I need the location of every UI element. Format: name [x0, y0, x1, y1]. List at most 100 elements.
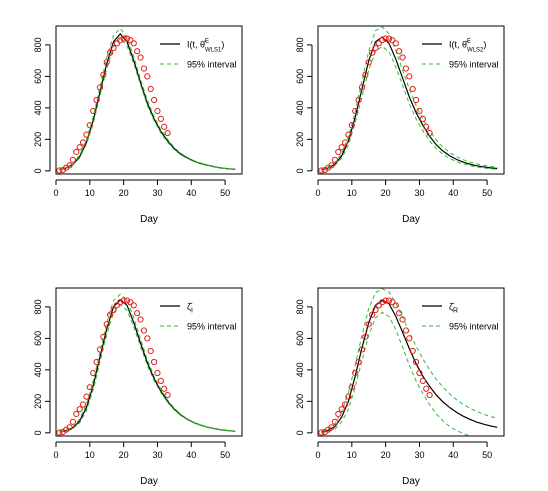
observed-point	[423, 123, 430, 130]
panel-bottom-right: 0 10 20 30 40 50 Day 0 200 400 600 800 ζ̂R 95% interv…	[295, 287, 505, 487]
observed-point	[355, 96, 362, 104]
observed-point	[100, 333, 107, 340]
observed-point	[123, 297, 131, 304]
observed-point	[134, 48, 141, 55]
observed-point	[406, 73, 413, 80]
observed-point	[385, 35, 393, 42]
observed-point	[318, 429, 325, 436]
observed-point	[90, 369, 97, 377]
y-tick-label: 800	[295, 37, 305, 52]
y-tick-label: 600	[295, 331, 305, 346]
observed-point	[161, 385, 168, 392]
observed-point	[66, 424, 73, 431]
observed-point	[96, 84, 104, 91]
observed-point	[328, 162, 335, 169]
observed-point	[352, 107, 359, 115]
plot-area	[318, 26, 498, 174]
observed-point	[338, 144, 345, 151]
observed-point	[372, 306, 379, 314]
observed-point	[137, 316, 144, 323]
observed-point	[96, 346, 104, 353]
observed-point	[358, 346, 366, 353]
observed-point	[392, 302, 399, 309]
observed-point	[379, 299, 386, 306]
observed-point	[103, 59, 110, 66]
observed-point	[66, 162, 73, 169]
observed-point	[113, 302, 120, 309]
y-tick-label: 0	[33, 430, 43, 435]
observed-point	[396, 310, 403, 317]
observed-point	[338, 406, 345, 413]
x-tick-label: 30	[414, 450, 424, 460]
observed-point	[399, 54, 406, 61]
observed-point	[79, 139, 87, 146]
observed-point	[130, 40, 137, 47]
observed-point	[412, 96, 420, 104]
observed-point	[164, 129, 171, 137]
panel-bottom-left: 0 10 20 30 40 50 Day 0 200 400 600 800 ζ̂I 95% interv…	[33, 287, 243, 487]
observed-point	[382, 297, 389, 304]
x-tick-label: 40	[186, 188, 196, 198]
observed-point	[328, 424, 335, 431]
observed-point	[103, 321, 110, 328]
observed-point	[127, 299, 134, 306]
interval-curve	[321, 311, 472, 436]
observed-point	[144, 73, 151, 80]
observed-point	[83, 393, 90, 400]
observed-point	[69, 156, 77, 163]
observed-point	[331, 156, 339, 163]
x-tick-label: 20	[381, 450, 391, 460]
panel-top-right: 0 10 20 30 40 50 Day 0 200 400 600 800 I(t, θ̂E WLS2)…	[295, 25, 505, 225]
observed-point	[117, 37, 124, 44]
x-tick-label: 40	[186, 450, 196, 460]
observed-point	[73, 148, 80, 156]
x-tick-label: 30	[152, 188, 162, 198]
x-tick-label: 50	[482, 450, 492, 460]
y-tick-label: 200	[295, 394, 305, 409]
observed-point	[369, 311, 376, 318]
y-tick-label: 200	[295, 132, 305, 147]
observed-point	[335, 410, 342, 418]
observed-point	[137, 54, 144, 61]
observed-point	[412, 358, 420, 366]
x-tick-label: 20	[119, 450, 129, 460]
x-tick-label: 0	[53, 450, 58, 460]
x-tick-label: 30	[414, 188, 424, 198]
fitted-curve	[321, 299, 498, 433]
interval-curve	[59, 37, 236, 171]
plot-area	[56, 27, 236, 174]
observed-point	[409, 85, 416, 93]
y-tick-label: 800	[33, 37, 43, 52]
observed-point	[409, 347, 416, 355]
fitted-curve	[59, 32, 236, 171]
y-tick-label: 200	[33, 132, 43, 147]
observed-point	[426, 129, 433, 137]
observed-point	[69, 418, 77, 425]
observed-point	[345, 131, 352, 138]
observed-point	[369, 49, 376, 56]
observed-point	[154, 107, 161, 115]
observed-point	[358, 84, 366, 91]
observed-point	[352, 369, 359, 377]
observed-point	[375, 40, 382, 47]
y-tick-label: 400	[33, 362, 43, 377]
legend-band-label: 95% interval	[449, 322, 499, 332]
legend-fit-label: ζ̂I	[187, 302, 193, 315]
observed-point	[365, 321, 372, 328]
observed-point	[147, 347, 154, 355]
observed-point	[76, 406, 83, 413]
observed-point	[86, 122, 93, 129]
observed-point	[79, 401, 87, 408]
observed-point	[365, 59, 372, 66]
observed-point	[164, 391, 171, 399]
plot-frame	[55, 25, 243, 175]
y-tick-label: 400	[295, 100, 305, 115]
observed-point	[147, 85, 154, 93]
observed-point	[345, 393, 352, 400]
legend-band-label: 95% interval	[187, 60, 237, 70]
x-tick-label: 0	[53, 188, 58, 198]
observed-point	[113, 40, 120, 47]
observed-point	[406, 335, 413, 342]
y-tick-label: 600	[295, 69, 305, 84]
y-tick-label: 0	[295, 168, 305, 173]
